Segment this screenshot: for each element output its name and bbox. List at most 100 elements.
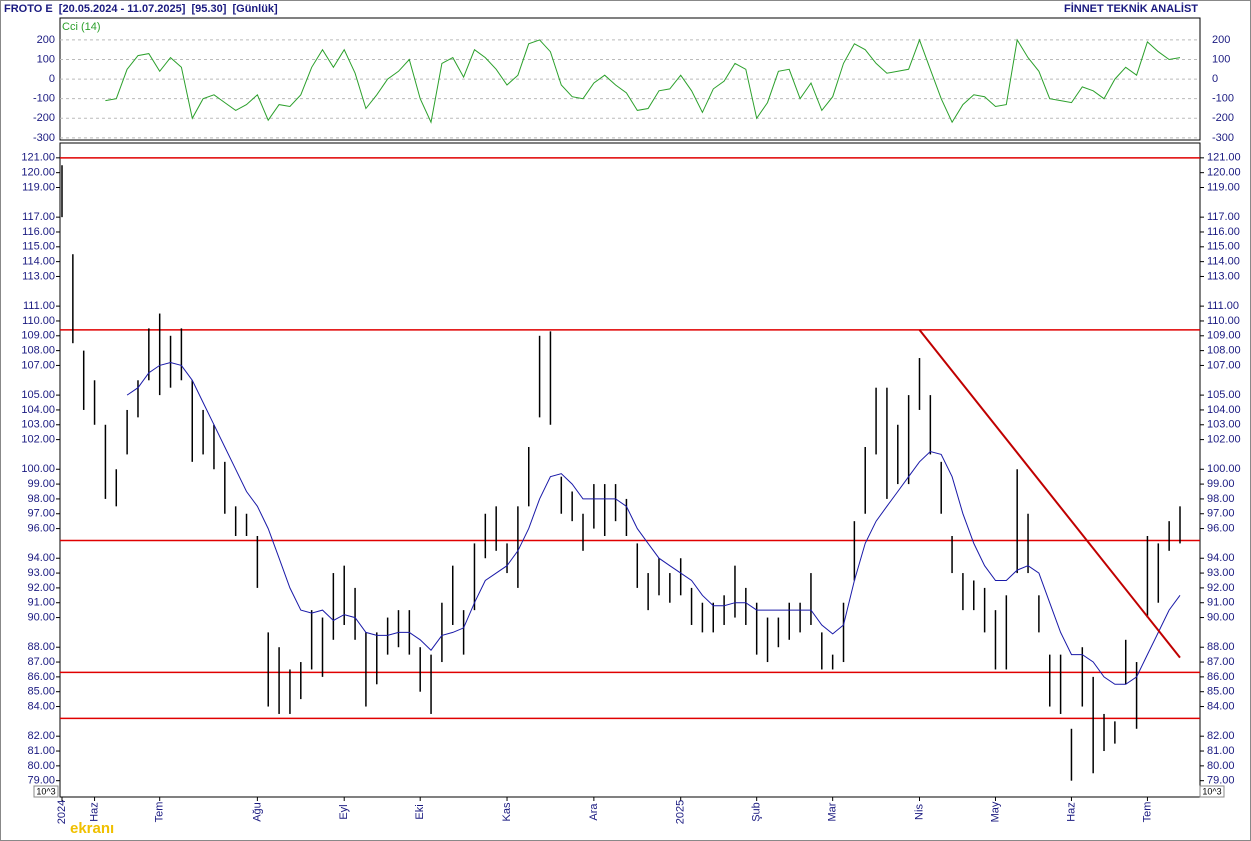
- y-tick-label: 111.00: [23, 300, 55, 312]
- y-tick-label: 121.00: [21, 152, 55, 164]
- y-tick-label: 103.00: [1207, 419, 1241, 431]
- y-tick-label: 90.00: [1207, 611, 1235, 623]
- y-tick-label: 97.00: [27, 508, 55, 520]
- y-tick-label: 85.00: [27, 686, 55, 698]
- y-tick-label: 97.00: [1207, 508, 1235, 520]
- x-tick-label: Şub: [751, 802, 763, 822]
- y-tick-label: -300: [1212, 132, 1234, 144]
- x-tick-label: Tem: [1141, 802, 1153, 823]
- x-tick-label: Tem: [154, 802, 166, 823]
- y-tick-label: 81.00: [27, 745, 55, 757]
- y-tick-label: 113.00: [1207, 270, 1240, 282]
- y-tick-label: 85.00: [1207, 686, 1235, 698]
- y-tick-label: 114.00: [1207, 256, 1240, 268]
- y-tick-label: 103.00: [21, 419, 55, 431]
- y-tick-label: 107.00: [21, 359, 55, 371]
- y-tick-label: 109.00: [1207, 330, 1241, 342]
- y-tick-label: 110.00: [1207, 315, 1240, 327]
- y-tick-label: -100: [1212, 93, 1234, 105]
- y-tick-label: 88.00: [27, 641, 55, 653]
- y-tick-label: 108.00: [1207, 345, 1241, 357]
- y-tick-label: 117.00: [1207, 211, 1240, 223]
- scale-note: 10^3: [36, 786, 55, 796]
- y-tick-label: 86.00: [27, 671, 55, 683]
- trend-line: [918, 329, 1181, 659]
- y-tick-label: 87.00: [27, 656, 55, 668]
- scale-box: [33, 785, 59, 798]
- y-tick-label: -300: [33, 132, 55, 144]
- y-tick-label: 121.00: [1207, 152, 1241, 164]
- x-tick-label: May: [989, 801, 1001, 822]
- y-tick-label: -200: [1212, 112, 1234, 124]
- y-tick-label: 92.00: [27, 582, 55, 594]
- moving-average: [126, 361, 1181, 685]
- y-tick-label: 87.00: [1207, 656, 1235, 668]
- y-tick-label: 99.00: [1207, 478, 1235, 490]
- y-tick-label: 120.00: [21, 167, 55, 179]
- x-tick-label: Eki: [414, 804, 426, 819]
- y-tick-label: 91.00: [27, 597, 55, 609]
- source: FİNNET TEKNİK ANALİST: [1064, 2, 1198, 15]
- cci-line: [105, 38, 1181, 124]
- x-tick-label: Mar: [827, 802, 839, 821]
- y-tick-label: -200: [33, 112, 55, 124]
- y-tick-label: 94.00: [1207, 552, 1235, 564]
- y-tick-label: 92.00: [1207, 582, 1235, 594]
- y-tick-label: 96.00: [27, 522, 55, 534]
- y-tick-label: 100.00: [1207, 463, 1241, 475]
- y-tick-label: 111.00: [1207, 300, 1239, 312]
- y-tick-label: 116.00: [1207, 226, 1240, 238]
- y-tick-label: 84.00: [27, 700, 55, 712]
- y-tick-label: 104.00: [1207, 404, 1241, 416]
- y-tick-label: 200: [1212, 34, 1230, 46]
- y-tick-label: 79.00: [1207, 775, 1235, 787]
- y-tick-label: 98.00: [27, 493, 55, 505]
- y-tick-label: 91.00: [1207, 597, 1235, 609]
- y-tick-label: 102.00: [21, 434, 55, 446]
- y-tick-label: 93.00: [1207, 567, 1235, 579]
- y-tick-label: 98.00: [1207, 493, 1235, 505]
- y-tick-label: 96.00: [1207, 522, 1235, 534]
- y-tick-label: 100: [37, 53, 55, 65]
- scale-note: 10^3: [1202, 786, 1221, 796]
- watermark: ekranı: [70, 820, 114, 837]
- y-tick-label: 0: [49, 73, 55, 85]
- y-tick-label: 0: [1212, 73, 1218, 85]
- y-tick-label: 88.00: [1207, 641, 1235, 653]
- y-tick-label: 105.00: [1207, 389, 1241, 401]
- x-tick-label: Ağu: [251, 802, 263, 822]
- y-tick-label: 82.00: [1207, 730, 1235, 742]
- y-tick-label: 117.00: [22, 211, 55, 223]
- y-tick-label: 108.00: [21, 345, 55, 357]
- x-tick-label: 2024: [56, 800, 68, 824]
- y-tick-label: 94.00: [27, 552, 55, 564]
- x-tick-label: Eyl: [338, 804, 350, 819]
- y-tick-label: 119.00: [22, 181, 55, 193]
- x-tick-label: Ara: [588, 803, 600, 821]
- y-tick-label: 79.00: [27, 775, 55, 787]
- y-tick-label: 116.00: [22, 226, 55, 238]
- y-tick-label: 100: [1212, 53, 1230, 65]
- chart-title: FROTO E [20.05.2024 - 11.07.2025] [95.30…: [4, 3, 278, 15]
- x-tick-label: Nis: [913, 804, 925, 820]
- y-tick-label: 110.00: [22, 315, 55, 327]
- scale-box: [1199, 785, 1225, 798]
- y-tick-label: 114.00: [22, 256, 55, 268]
- y-tick-label: 81.00: [1207, 745, 1235, 757]
- y-tick-label: 120.00: [1207, 167, 1241, 179]
- x-tick-label: 2025: [675, 800, 687, 824]
- y-tick-label: 102.00: [1207, 434, 1241, 446]
- y-tick-label: 115.00: [22, 241, 55, 253]
- y-tick-label: 100.00: [21, 463, 55, 475]
- x-tick-label: Kas: [501, 802, 513, 821]
- y-tick-label: 115.00: [1207, 241, 1240, 253]
- y-tick-label: 104.00: [21, 404, 55, 416]
- price-panel: [59, 142, 1201, 798]
- y-tick-label: 82.00: [27, 730, 55, 742]
- y-tick-label: 109.00: [21, 330, 55, 342]
- y-tick-label: 84.00: [1207, 700, 1235, 712]
- y-tick-label: 99.00: [27, 478, 55, 490]
- y-tick-label: 80.00: [27, 760, 55, 772]
